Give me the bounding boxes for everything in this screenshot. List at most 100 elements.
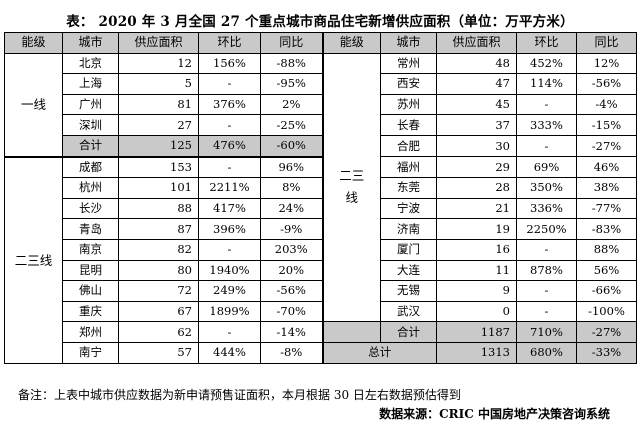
- city-cell: 常州: [380, 52, 437, 75]
- mom-cell: -: [198, 238, 261, 261]
- supply-cell: 88: [118, 197, 199, 220]
- supply-cell: 29: [436, 156, 517, 179]
- table-row: 昆明 80 1940% 20% 大连 11 878% 56%: [5, 259, 637, 282]
- city-cell: 长春: [380, 114, 437, 136]
- yoy-cell: -8%: [260, 341, 323, 364]
- yoy-cell: -27%: [576, 134, 637, 158]
- yoy-cell: 46%: [576, 156, 637, 179]
- mom-cell: 376%: [198, 93, 261, 116]
- table-row: 合计 125 476% -60% 合肥 30 - -27%: [5, 134, 637, 158]
- grand-total-yoy: -33%: [576, 341, 637, 364]
- city-cell: 苏州: [380, 93, 437, 116]
- yoy-cell: -77%: [576, 197, 637, 220]
- city-cell: 济南: [380, 218, 437, 240]
- supply-cell: 72: [118, 280, 199, 302]
- yoy-cell: -25%: [260, 114, 323, 136]
- mom-cell: 452%: [516, 52, 577, 75]
- supply-cell: 9: [436, 280, 517, 302]
- city-cell: 深圳: [62, 114, 119, 136]
- city-cell: 无锡: [380, 280, 437, 302]
- table-row: 上海 5 - -95% 西安 47 114% -56%: [5, 73, 637, 95]
- tier23-total-yoy: -27%: [576, 321, 637, 343]
- supply-cell: 21: [436, 197, 517, 220]
- table-row: 长沙 88 417% 24% 宁波 21 336% -77%: [5, 197, 637, 220]
- header-yoy-right: 同比: [576, 32, 637, 54]
- city-cell: 昆明: [62, 259, 119, 282]
- mom-cell: -: [516, 134, 577, 158]
- supply-cell: 87: [118, 218, 199, 240]
- header-city-right: 城市: [380, 32, 437, 54]
- supply-cell: 37: [436, 114, 517, 136]
- data-source: 数据来源：CRIC 中国房地产决策咨询系统: [379, 407, 610, 421]
- city-cell: 南京: [62, 238, 119, 261]
- header-mom-right: 环比: [516, 32, 577, 54]
- city-cell: 佛山: [62, 280, 119, 302]
- supply-cell: 12: [118, 52, 199, 75]
- yoy-cell: -9%: [260, 218, 323, 240]
- yoy-cell: 38%: [576, 177, 637, 199]
- mom-cell: 69%: [516, 156, 577, 179]
- supply-cell: 28: [436, 177, 517, 199]
- supply-cell: 27: [118, 114, 199, 136]
- supply-cell: 80: [118, 259, 199, 282]
- table-row: 广州 81 376% 2% 苏州 45 - -4%: [5, 93, 637, 116]
- supply-cell: 0: [436, 300, 517, 323]
- tier23-total-mom: 710%: [516, 321, 577, 343]
- header-tier: 能级: [4, 32, 63, 54]
- yoy-cell: -56%: [260, 280, 323, 302]
- mom-cell: -: [516, 93, 577, 116]
- table-row: 南京 82 - 203% 厦门 16 - 88%: [5, 238, 637, 261]
- yoy-cell: 88%: [576, 238, 637, 261]
- tier1-label: 一线: [4, 52, 63, 158]
- mom-cell: -: [198, 114, 261, 136]
- mom-cell: 156%: [198, 52, 261, 75]
- supply-cell: 16: [436, 238, 517, 261]
- tier1-total-supply: 125: [118, 134, 199, 158]
- yoy-cell: 20%: [260, 259, 323, 282]
- city-cell: 长沙: [62, 197, 119, 220]
- footnote: 备注：上表中城市供应数据为新申请预售证面积，本月根据 30 日左右数据预估得到: [18, 388, 461, 402]
- mom-cell: 2211%: [198, 177, 261, 199]
- table-row: 郑州 62 - -14% 合计 1187 710% -27%: [5, 321, 637, 343]
- mom-cell: 336%: [516, 197, 577, 220]
- tier1-total-yoy: -60%: [260, 134, 323, 158]
- tier23-label-right-text: 二三线: [339, 168, 365, 206]
- table-title: 表： 2020 年 3 月全国 27 个重点城市商品住宅新增供应面积（单位：万平…: [66, 14, 574, 30]
- yoy-cell: 24%: [260, 197, 323, 220]
- table-row: 佛山 72 249% -56% 无锡 9 - -66%: [5, 280, 637, 302]
- mom-cell: -: [516, 238, 577, 261]
- city-cell: 北京: [62, 52, 119, 75]
- yoy-cell: -83%: [576, 218, 637, 240]
- supply-table-wrapper: 能级 城市 供应面积 环比 同比 能级 城市 供应面积 环比 同比 一线 北京 …: [4, 32, 637, 364]
- supply-cell: 11: [436, 259, 517, 282]
- yoy-cell: -66%: [576, 280, 637, 302]
- tier23-label-left: 二三线: [4, 155, 63, 364]
- tier23-total-blank: [321, 321, 381, 343]
- city-cell: 大连: [380, 259, 437, 282]
- mom-cell: 1940%: [198, 259, 261, 282]
- mom-cell: 249%: [198, 280, 261, 302]
- city-cell: 上海: [62, 73, 119, 95]
- supply-cell: 30: [436, 134, 517, 158]
- grand-total-label: 总计: [321, 341, 437, 364]
- yoy-cell: -88%: [260, 52, 323, 75]
- city-cell: 成都: [62, 155, 119, 179]
- tier23-label-right: 二三线: [321, 52, 381, 323]
- header-row: 能级 城市 供应面积 环比 同比 能级 城市 供应面积 环比 同比: [4, 32, 637, 54]
- city-cell: 南宁: [62, 341, 119, 364]
- yoy-cell: -14%: [260, 321, 323, 343]
- city-cell: 宁波: [380, 197, 437, 220]
- supply-cell: 57: [118, 341, 199, 364]
- supply-table: 能级 城市 供应面积 环比 同比 能级 城市 供应面积 环比 同比 一线 北京 …: [4, 32, 637, 364]
- mom-cell: 444%: [198, 341, 261, 364]
- header-supply-right: 供应面积: [436, 32, 517, 54]
- yoy-cell: -100%: [576, 300, 637, 323]
- supply-cell: 19: [436, 218, 517, 240]
- city-cell: 武汉: [380, 300, 437, 323]
- supply-cell: 82: [118, 238, 199, 261]
- mom-cell: -: [198, 155, 261, 179]
- table-row: 杭州 101 2211% 8% 东莞 28 350% 38%: [5, 177, 637, 199]
- mom-cell: -: [198, 73, 261, 95]
- mom-cell: 396%: [198, 218, 261, 240]
- yoy-cell: 56%: [576, 259, 637, 282]
